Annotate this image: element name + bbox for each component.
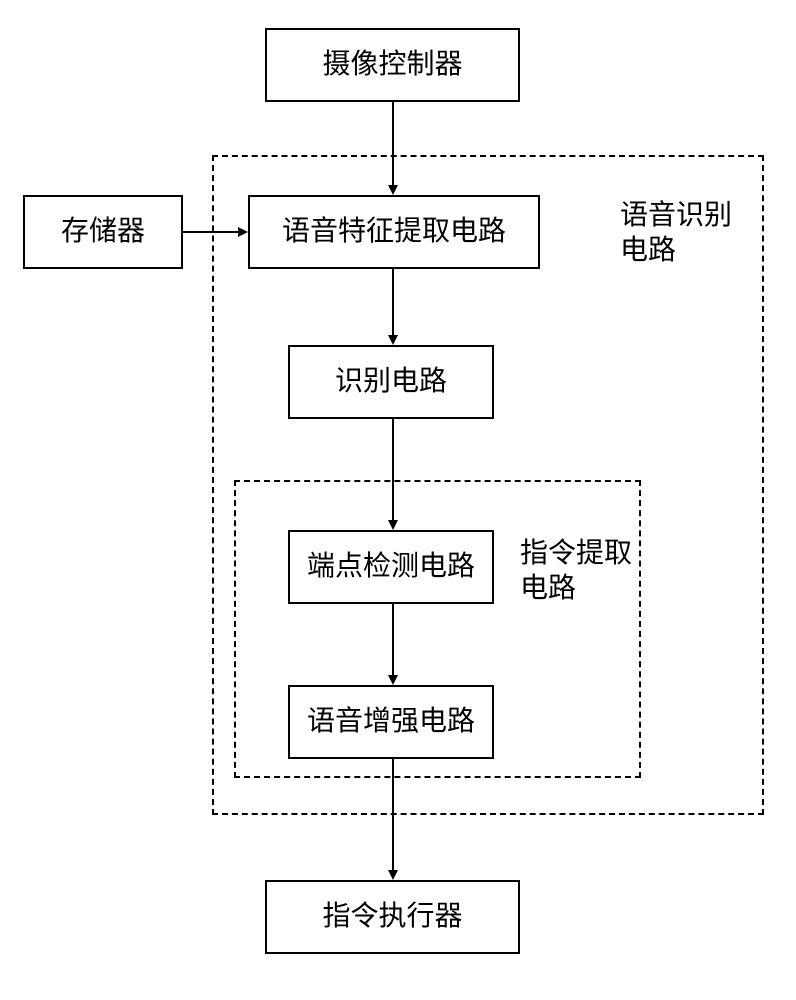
node-speech-enhance: 语音增强电路: [288, 685, 494, 759]
node-memory-label: 存储器: [61, 214, 145, 250]
diagram-canvas: 语音识别 电路 指令提取 电路 摄像控制器 存储器 语音特征提取电路 识别电路 …: [0, 0, 796, 1000]
node-endpoint-detect-label: 端点检测电路: [307, 549, 475, 585]
node-command-executor-label: 指令执行器: [322, 899, 462, 935]
node-feature-extract: 语音特征提取电路: [248, 195, 540, 269]
node-recognize-label: 识别电路: [335, 364, 447, 400]
node-endpoint-detect: 端点检测电路: [288, 530, 494, 604]
group-voice-recognition-circuit-label: 语音识别 电路: [620, 198, 732, 268]
node-command-executor: 指令执行器: [265, 880, 520, 954]
node-recognize: 识别电路: [288, 345, 494, 419]
node-feature-extract-label: 语音特征提取电路: [282, 214, 506, 250]
node-memory: 存储器: [23, 195, 183, 269]
node-speech-enhance-label: 语音增强电路: [307, 704, 475, 740]
group-command-extract-circuit-label: 指令提取 电路: [520, 536, 632, 606]
node-camera-controller: 摄像控制器: [265, 28, 520, 102]
node-camera-controller-label: 摄像控制器: [322, 47, 462, 83]
